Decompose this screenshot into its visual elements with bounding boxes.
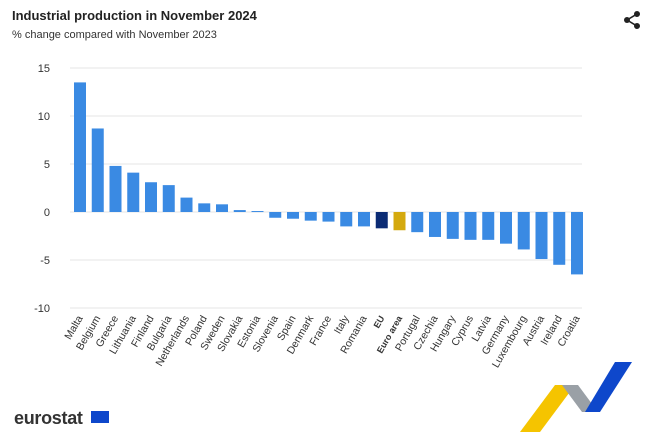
bar-poland[interactable] (198, 203, 211, 212)
bar-greece[interactable] (109, 165, 122, 212)
bar-france[interactable] (322, 212, 335, 222)
bar-malta[interactable] (74, 82, 86, 213)
bar-czechia[interactable] (429, 212, 441, 237)
bar-sweden[interactable] (216, 204, 228, 212)
bar-hungary[interactable] (446, 212, 459, 239)
bar-romania[interactable] (358, 212, 370, 227)
y-tick-label: -10 (34, 303, 50, 315)
bar-finland[interactable] (145, 182, 157, 212)
bar-slovenia[interactable] (269, 212, 282, 218)
bar-denmark[interactable] (304, 212, 317, 221)
bar-spain[interactable] (287, 212, 299, 219)
bar-eu[interactable] (375, 212, 388, 229)
bar-luxembourg[interactable] (517, 212, 530, 250)
bar-cyprus[interactable] (464, 212, 477, 240)
bar-slovakia[interactable] (233, 210, 246, 212)
bar-lithuania[interactable] (127, 172, 140, 212)
share-icon[interactable] (622, 10, 642, 30)
y-tick-label: 0 (44, 207, 50, 219)
bar-latvia[interactable] (482, 212, 495, 240)
bar-austria[interactable] (535, 212, 548, 260)
y-tick-label: 15 (38, 63, 50, 75)
bar-italy[interactable] (340, 212, 353, 227)
bar-euro-area[interactable] (393, 212, 406, 231)
y-tick-label: -5 (40, 255, 50, 267)
bar-portugal[interactable] (411, 212, 424, 233)
y-tick-label: 10 (38, 111, 50, 123)
x-tick-label: EU (372, 314, 387, 330)
bar-bulgaria[interactable] (162, 185, 175, 212)
chart-subtitle: % change compared with November 2023 (12, 29, 217, 41)
bar-belgium[interactable] (91, 128, 104, 212)
eu-flag-icon (91, 411, 109, 423)
decorative-swoosh (520, 362, 632, 432)
bar-croatia[interactable] (571, 212, 583, 275)
eurostat-logo: eurostat (14, 408, 83, 428)
bar-germany[interactable] (500, 212, 512, 244)
y-tick-label: 5 (44, 159, 50, 171)
bar-netherlands[interactable] (180, 197, 193, 212)
bar-estonia[interactable] (251, 211, 264, 213)
bar-ireland[interactable] (553, 212, 566, 265)
chart-title: Industrial production in November 2024 (12, 8, 257, 23)
